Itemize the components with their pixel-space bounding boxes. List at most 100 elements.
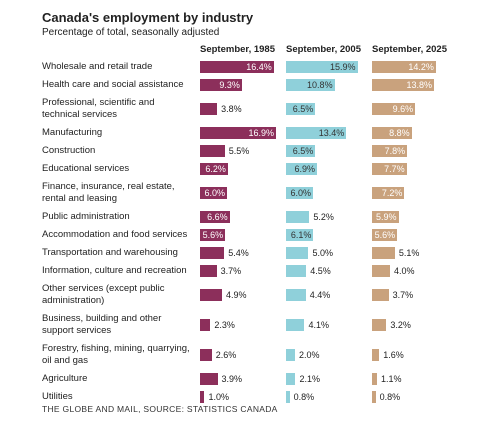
category-label: Professional, scientific and technical s… <box>42 97 155 120</box>
bar <box>200 391 205 403</box>
data-label: 5.6% <box>374 230 396 240</box>
data-label: 4.1% <box>308 320 329 330</box>
bar <box>286 391 290 403</box>
data-label: 4.0% <box>393 266 415 276</box>
row: Forestry, fishing, mining, quarrying, oi… <box>42 340 458 370</box>
bar <box>372 289 389 301</box>
bar <box>372 187 405 199</box>
category-label: Other services (except public administra… <box>42 283 165 306</box>
category-label: Forestry, fishing, mining, quarrying, oi… <box>42 343 190 366</box>
bar <box>372 163 407 175</box>
bar <box>200 187 227 199</box>
cell: 6.5% <box>286 145 372 157</box>
cell: 6.9% <box>286 163 372 175</box>
chart-subtitle: Percentage of total, seasonally adjusted <box>42 27 220 38</box>
row: Other services (except public administra… <box>42 280 458 310</box>
cell: 8.8% <box>372 127 458 139</box>
data-label: 5.6% <box>202 230 224 240</box>
data-label: 3.7% <box>220 266 242 276</box>
cell: 6.1% <box>286 229 372 241</box>
bar <box>286 61 358 73</box>
row: Business, building and other support ser… <box>42 310 458 340</box>
bar <box>372 145 408 157</box>
data-label: 1.1% <box>380 374 402 384</box>
bar <box>200 289 223 301</box>
data-label: 3.2% <box>390 320 411 330</box>
data-label: 4.9% <box>226 290 247 300</box>
bar <box>286 265 307 277</box>
data-label: 8.8% <box>389 128 410 138</box>
bar <box>286 211 310 223</box>
row: Health care and social assistance 9.3% 10.… <box>42 76 458 94</box>
category-label: Wholesale and retail trade <box>42 61 153 72</box>
category-label: Business, building and other support ser… <box>42 313 162 336</box>
bar <box>372 373 377 385</box>
data-label: 3.9% <box>221 374 243 384</box>
cell: 3.8% <box>200 103 286 115</box>
data-label: 6.5% <box>292 104 314 114</box>
category-label: Agriculture <box>42 373 88 384</box>
cell: 0.8% <box>372 391 458 403</box>
bar <box>200 127 276 139</box>
row: Construction 5.5% 6.5% 7.8% <box>42 142 458 160</box>
cell: 14.2% <box>372 61 458 73</box>
data-label: 4.5% <box>310 266 331 276</box>
cell: 7.8% <box>372 145 458 157</box>
row: Educational services 6.2% 6.9% 7.7% <box>42 160 458 178</box>
category-label: Manufacturing <box>42 127 103 138</box>
cell: 1.0% <box>200 391 286 403</box>
cell: 6.0% <box>286 187 372 199</box>
row: Manufacturing 16.9% 13.4% 8.8% <box>42 124 458 142</box>
bar <box>200 349 212 361</box>
category-label: Construction <box>42 145 96 156</box>
bar <box>286 247 309 259</box>
cell: 4.5% <box>286 265 372 277</box>
data-label: 6.0% <box>290 188 311 198</box>
bar <box>372 265 390 277</box>
category-label: Public administration <box>42 211 130 222</box>
category-label: Accommodation and food services <box>42 229 188 240</box>
cell: 5.5% <box>200 145 286 157</box>
cell: 5.6% <box>372 229 458 241</box>
data-label: 14.2% <box>408 62 434 72</box>
bar <box>372 211 399 223</box>
data-label: 13.4% <box>318 128 345 138</box>
cell: 2.0% <box>286 349 372 361</box>
category-label: Educational services <box>42 163 130 174</box>
data-label: 7.7% <box>384 164 405 174</box>
cell: 4.1% <box>286 319 372 331</box>
cell: 5.1% <box>372 247 458 259</box>
row: Wholesale and retail trade 16.4% 15.9% 14.2… <box>42 58 458 76</box>
bar <box>372 127 412 139</box>
cell: 3.9% <box>200 373 286 385</box>
row: Utilities 1.0% 0.8% 0.8% <box>42 388 458 406</box>
row: Finance, insurance, real estate, rental … <box>42 178 458 208</box>
bar <box>200 79 242 91</box>
category-label: Information, culture and recreation <box>42 265 187 276</box>
cell: 6.2% <box>200 163 286 175</box>
cell: 10.8% <box>286 79 372 91</box>
cell: 13.4% <box>286 127 372 139</box>
bar <box>200 103 218 115</box>
bar <box>200 265 217 277</box>
bar <box>372 319 387 331</box>
bar <box>286 79 335 91</box>
category-label: Transportation and warehousing <box>42 247 178 258</box>
bar <box>372 391 376 403</box>
cell: 9.6% <box>372 103 458 115</box>
bar <box>372 349 380 361</box>
cell: 7.2% <box>372 187 458 199</box>
data-label: 6.2% <box>205 164 226 174</box>
data-label: 5.1% <box>398 248 420 258</box>
data-label: 13.8% <box>406 80 433 90</box>
cell: 1.6% <box>372 349 458 361</box>
bar <box>372 247 395 259</box>
category-label: Finance, insurance, real estate, rental … <box>42 181 175 204</box>
cell: 15.9% <box>286 61 372 73</box>
cell: 5.2% <box>286 211 372 223</box>
data-label: 9.3% <box>219 80 240 90</box>
cell: 5.9% <box>372 211 458 223</box>
data-label: 6.6% <box>207 212 228 222</box>
data-label: 15.9% <box>329 62 356 72</box>
